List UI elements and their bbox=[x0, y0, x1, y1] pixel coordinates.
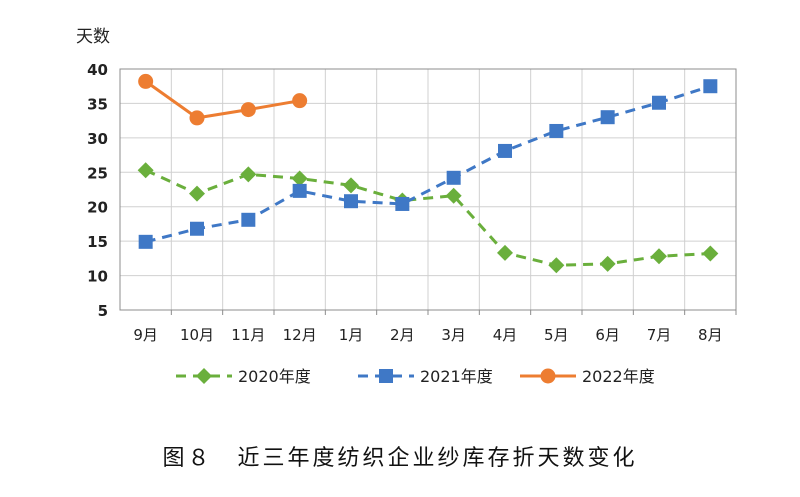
y-tick-label: 30 bbox=[87, 130, 108, 148]
x-tick-label: 2月 bbox=[390, 326, 415, 344]
data-point bbox=[600, 110, 615, 125]
x-tick-label: 5月 bbox=[544, 326, 569, 344]
x-tick-label: 9月 bbox=[133, 326, 158, 344]
legend-marker bbox=[540, 368, 556, 384]
y-tick-label: 25 bbox=[87, 164, 108, 182]
series-line-0 bbox=[145, 168, 711, 267]
data-point bbox=[395, 196, 410, 211]
y-tick-label: 15 bbox=[87, 233, 108, 251]
x-tick-label: 3月 bbox=[441, 326, 466, 344]
data-point bbox=[138, 234, 153, 249]
data-point bbox=[446, 170, 461, 185]
x-tick-label: 12月 bbox=[283, 326, 317, 344]
data-point bbox=[343, 177, 359, 194]
data-point bbox=[189, 110, 205, 126]
data-point bbox=[549, 123, 564, 138]
legend-marker bbox=[196, 368, 212, 384]
data-point bbox=[292, 183, 307, 198]
data-point bbox=[703, 79, 718, 94]
legend-label: 2020年度 bbox=[238, 367, 311, 386]
y-tick-label: 20 bbox=[87, 199, 108, 217]
data-point bbox=[190, 221, 204, 236]
data-point bbox=[344, 194, 358, 209]
chart: 天数 5 10 15 20 25 30 35 40 9月 10月 11月 12月 1月 2月 3月 4月 5月… bbox=[76, 27, 737, 386]
y-axis-unit-label: 天数 bbox=[76, 27, 110, 47]
data-point bbox=[138, 73, 154, 89]
series-layer bbox=[137, 73, 719, 274]
data-point bbox=[292, 93, 308, 109]
series-line-1 bbox=[145, 84, 711, 244]
data-point bbox=[189, 185, 205, 202]
data-point bbox=[498, 143, 512, 158]
x-tick-label: 10月 bbox=[180, 326, 214, 344]
data-point bbox=[599, 255, 616, 272]
series-2 bbox=[138, 73, 308, 126]
x-tick-label: 11月 bbox=[231, 326, 265, 344]
legend-marker bbox=[379, 369, 393, 383]
data-point bbox=[291, 170, 308, 187]
figure-caption: 图８ 近三年度纺织企业纱库存折天数变化 bbox=[162, 446, 638, 471]
x-tick-label: 6月 bbox=[595, 326, 620, 344]
series-line-2 bbox=[144, 80, 300, 120]
data-point bbox=[702, 245, 719, 262]
x-axis: 9月 10月 11月 12月 1月 2月 3月 4月 5月 6月 7月 8月 bbox=[133, 310, 737, 344]
y-tick-label: 35 bbox=[87, 95, 108, 113]
x-tick-label: 1月 bbox=[339, 326, 364, 344]
data-point bbox=[240, 102, 256, 118]
data-point bbox=[548, 257, 565, 274]
legend-label: 2022年度 bbox=[582, 367, 655, 386]
legend-label: 2021年度 bbox=[420, 367, 493, 386]
legend: 2020年度 2021年度 2022年度 bbox=[176, 367, 655, 386]
x-tick-label: 4月 bbox=[493, 326, 518, 344]
y-tick-label: 10 bbox=[87, 268, 108, 286]
data-point bbox=[240, 166, 257, 183]
data-point bbox=[652, 95, 666, 110]
data-point bbox=[497, 244, 513, 261]
y-tick-label: 5 bbox=[98, 302, 108, 320]
series-1 bbox=[138, 79, 718, 249]
y-axis: 5 10 15 20 25 30 35 40 bbox=[87, 61, 108, 320]
data-point bbox=[137, 162, 154, 179]
data-point bbox=[651, 248, 667, 265]
y-tick-label: 40 bbox=[87, 61, 108, 79]
data-point bbox=[241, 212, 256, 227]
x-tick-label: 8月 bbox=[698, 326, 723, 344]
x-tick-label: 7月 bbox=[647, 326, 672, 344]
data-point bbox=[445, 187, 462, 204]
